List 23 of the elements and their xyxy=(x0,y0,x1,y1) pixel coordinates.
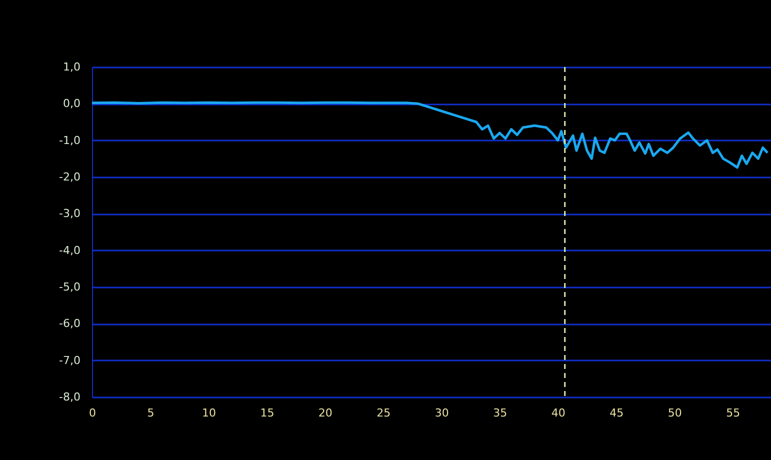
y-tick-label: -5,0 xyxy=(59,280,80,294)
y-tick-label: -2,0 xyxy=(59,170,80,184)
x-tick-label: 20 xyxy=(318,406,332,420)
x-tick-label: 50 xyxy=(668,406,682,420)
x-tick-label: 15 xyxy=(260,406,274,420)
x-tick-label: 0 xyxy=(89,406,96,420)
y-tick-label: -1,0 xyxy=(59,134,80,147)
y-tick-label: -8,0 xyxy=(59,390,80,404)
y-tick-label: -3,0 xyxy=(59,207,80,220)
y-tick-label: -7,0 xyxy=(59,354,80,367)
x-tick-label: 10 xyxy=(202,406,216,420)
x-tick-label: 35 xyxy=(493,406,508,420)
line-series xyxy=(92,101,769,169)
x-tick-label: 5 xyxy=(147,406,154,420)
x-tick-label: 45 xyxy=(610,406,624,420)
y-tick-label: 0,0 xyxy=(63,97,80,110)
y-tick-label: -6,0 xyxy=(59,317,80,330)
y-tick-label: 1,0 xyxy=(63,60,80,74)
x-tick-label: 30 xyxy=(434,406,449,420)
x-tick-label: 25 xyxy=(376,406,391,420)
x-tick-label: 40 xyxy=(551,406,566,420)
y-tick-label: -4,0 xyxy=(59,244,80,257)
x-tick-label: 55 xyxy=(726,406,740,420)
